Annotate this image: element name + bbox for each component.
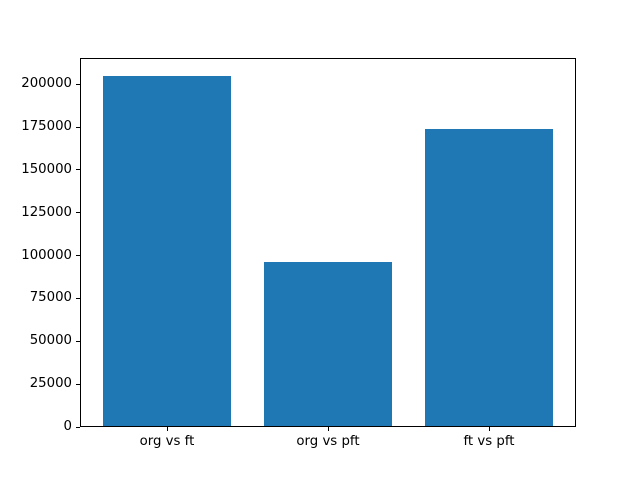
y-axis-tick-label: 175000 [21, 119, 72, 134]
y-axis-tick-label: 200000 [21, 76, 72, 92]
y-tick-mark [76, 426, 80, 428]
y-tick-mark [76, 126, 80, 128]
x-tick-mark [488, 427, 490, 431]
x-axis-tick-label: org vs ft [139, 434, 195, 449]
bar-ft-vs-pft [424, 128, 554, 427]
y-axis-tick-label: 125000 [21, 204, 72, 220]
y-axis-tick-label: 0 [63, 419, 72, 434]
bar-org-vs-pft [263, 262, 393, 427]
x-axis-tick-label: org vs pft [296, 434, 360, 449]
y-tick-mark [76, 212, 80, 214]
y-axis-tick-label: 100000 [21, 247, 72, 263]
y-tick-mark [76, 383, 80, 385]
y-axis-tick-label: 75000 [29, 290, 72, 306]
x-tick-mark [166, 427, 168, 431]
x-axis-tick-label: ft vs pft [463, 434, 515, 449]
y-tick-mark [76, 255, 80, 257]
y-axis-tick-label: 25000 [29, 376, 72, 392]
y-tick-mark [76, 340, 80, 342]
y-tick-mark [76, 83, 80, 85]
x-tick-mark [327, 427, 329, 431]
bar-org-vs-ft [102, 75, 232, 427]
y-tick-mark [76, 169, 80, 171]
y-axis-tick-label: 50000 [29, 333, 72, 349]
y-tick-mark [76, 297, 80, 299]
y-axis-tick-label: 150000 [21, 161, 72, 177]
